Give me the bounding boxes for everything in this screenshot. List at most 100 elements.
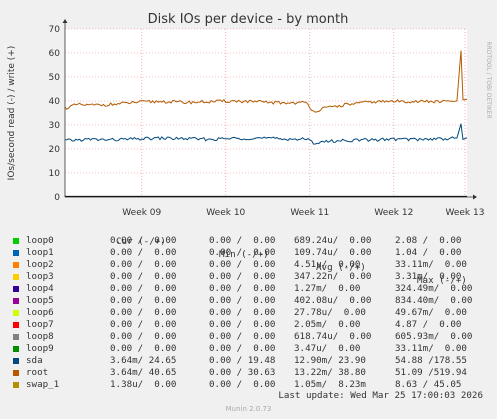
legend-min: 0.00 / 0.00 [209,379,276,390]
legend-swatch [13,334,19,340]
legend-cur: 1.38u/ 0.00 [110,379,177,390]
legend-row-loop3: loop3 0.00 / 0.00 0.00 / 0.00 347.22n/ 0.00… [12,271,492,283]
legend-name: loop1 [26,247,54,258]
legend-avg: 13.22m/ 38.80 [294,367,366,378]
legend-swatch [13,274,19,280]
legend-cur: 0.00 / 0.00 [110,235,177,246]
legend-swatch [13,370,19,376]
legend-table: Cur (-/+) Min (-/+) Avg (-/+) Max (-/+) … [12,222,492,391]
legend-row-loop7: loop7 0.00 / 0.00 0.00 / 0.00 2.05m/ 0.00 4.… [12,319,492,331]
legend-name: loop4 [26,283,54,294]
last-update-wrap: Last update: Wed Mar 25 17:00:03 2026 [0,390,497,401]
legend-min: 0.00 / 30.63 [209,367,276,378]
munin-version: Munin 2.0.73 [225,405,272,413]
legend-header: Cur (-/+) Min (-/+) Avg (-/+) Max (-/+) [12,222,492,286]
y-tick-label: 20 [49,145,61,155]
legend-cur: 0.00 / 0.00 [110,271,177,282]
x-tick-label: Week 11 [290,208,329,218]
legend-max: 1.04 / 0.00 [395,247,462,258]
legend-name: swap_1 [26,379,60,390]
legend-max: 2.08 / 0.00 [395,235,462,246]
legend-row-root: root 3.64m/ 40.65 0.00 / 30.63 13.22m/ 38.8… [12,367,492,379]
legend-header-max: Max (-/+) [417,275,467,286]
legend-swatch [13,358,19,364]
legend-cur: 0.00 / 0.00 [110,343,177,354]
legend-header-avg: Avg (-/+) [316,262,366,273]
legend-max: 33.11m/ 0.00 [395,259,467,270]
rrdtool-credit: RRDTOOL / TOBI OETIKER [485,41,492,118]
legend-min: 0.00 / 19.48 [209,355,276,366]
legend-swatch [13,346,19,352]
legend-min: 0.00 / 0.00 [209,247,276,258]
legend-name: loop7 [26,319,54,330]
y-tick-label: 70 [49,25,61,35]
legend-min: 0.00 / 0.00 [209,343,276,354]
y-tick-label: 50 [49,73,61,83]
legend-max: 834.40m/ 0.00 [395,295,473,306]
legend-header-cur: Cur (-/+) [116,236,166,247]
legend-max: 33.11m/ 0.00 [395,343,467,354]
legend-max: 49.67m/ 0.00 [395,307,467,318]
legend-cur: 0.00 / 0.00 [110,247,177,258]
legend-avg: 1.27m/ 0.00 [294,283,361,294]
legend-min: 0.00 / 0.00 [209,307,276,318]
last-update: Last update: Wed Mar 25 17:00:03 2026 [278,390,483,401]
y-tick-label: 30 [49,121,61,131]
legend-min: 0.00 / 0.00 [209,295,276,306]
legend-row-loop5: loop5 0.00 / 0.00 0.00 / 0.00 402.08u/ 0.00… [12,295,492,307]
legend-row-loop1: loop1 0.00 / 0.00 0.00 / 0.00 109.74u/ 0.00… [12,247,492,259]
legend-cur: 0.00 / 0.00 [110,319,177,330]
legend-swatch [13,310,19,316]
legend-row-loop4: loop4 0.00 / 0.00 0.00 / 0.00 1.27m/ 0.00 32… [12,283,492,295]
legend-cur: 0.00 / 0.00 [110,295,177,306]
series-line-root [64,50,468,113]
legend-avg: 4.51u/ 0.00 [294,259,361,270]
legend-swatch [13,322,19,328]
legend-swatch [13,382,19,388]
x-tick-label: Week 13 [445,208,484,218]
legend-name: root [26,367,49,378]
legend-swatch [13,286,19,292]
y-axis-arrow [62,19,68,23]
chart-title: Disk IOs per device - by month [148,12,349,27]
legend-avg: 402.08u/ 0.00 [294,295,372,306]
legend-row-loop9: loop9 0.00 / 0.00 0.00 / 0.00 3.47u/ 0.00 33… [12,343,492,355]
legend-min: 0.00 / 0.00 [209,235,276,246]
y-tick-label: 10 [49,169,61,179]
y-tick-label: 40 [49,97,61,107]
legend-avg: 109.74u/ 0.00 [294,247,372,258]
x-axis-arrow [473,194,477,200]
legend-cur: 3.64m/ 24.65 [110,355,177,366]
legend-row-loop2: loop2 0.00 / 0.00 0.00 / 0.00 4.51u/ 0.00 33… [12,259,492,271]
legend-name: sda [26,355,43,366]
legend-header-min: Min (-/+) [219,249,269,260]
legend-name: loop0 [26,235,54,246]
legend-row-loop0: loop0 0.00 / 0.00 0.00 / 0.00 689.24u/ 0.00… [12,235,492,247]
x-tick-label: Week 12 [374,208,413,218]
legend-row-swap_1: swap_1 1.38u/ 0.00 0.00 / 0.00 1.05m/ 8.23m… [12,379,492,391]
x-tick-label: Week 09 [122,208,161,218]
y-tick-label: 60 [49,49,61,59]
legend-max: 3.31m/ 0.00 [395,271,462,282]
legend-row-loop6: loop6 0.00 / 0.00 0.00 / 0.00 27.78u/ 0.00 4… [12,307,492,319]
legend-min: 0.00 / 0.00 [209,319,276,330]
legend-max: 324.49m/ 0.00 [395,283,473,294]
legend-min: 0.00 / 0.00 [209,283,276,294]
legend-min: 0.00 / 0.00 [209,271,276,282]
legend-min: 0.00 / 0.00 [209,331,276,342]
legend-name: loop3 [26,271,54,282]
legend-max: 54.88 /178.55 [395,355,467,366]
legend-swatch [13,298,19,304]
legend-avg: 2.05m/ 0.00 [294,319,361,330]
legend-min: 0.00 / 0.00 [209,259,276,270]
legend-name: loop8 [26,331,54,342]
legend-cur: 0.00 / 0.00 [110,307,177,318]
legend-avg: 1.05m/ 8.23m [294,379,366,390]
legend-cur: 0.00 / 0.00 [110,283,177,294]
legend-swatch [13,250,19,256]
legend-avg: 27.78u/ 0.00 [294,307,366,318]
plot-area [65,29,467,197]
legend-cur: 3.64m/ 40.65 [110,367,177,378]
legend-name: loop9 [26,343,54,354]
